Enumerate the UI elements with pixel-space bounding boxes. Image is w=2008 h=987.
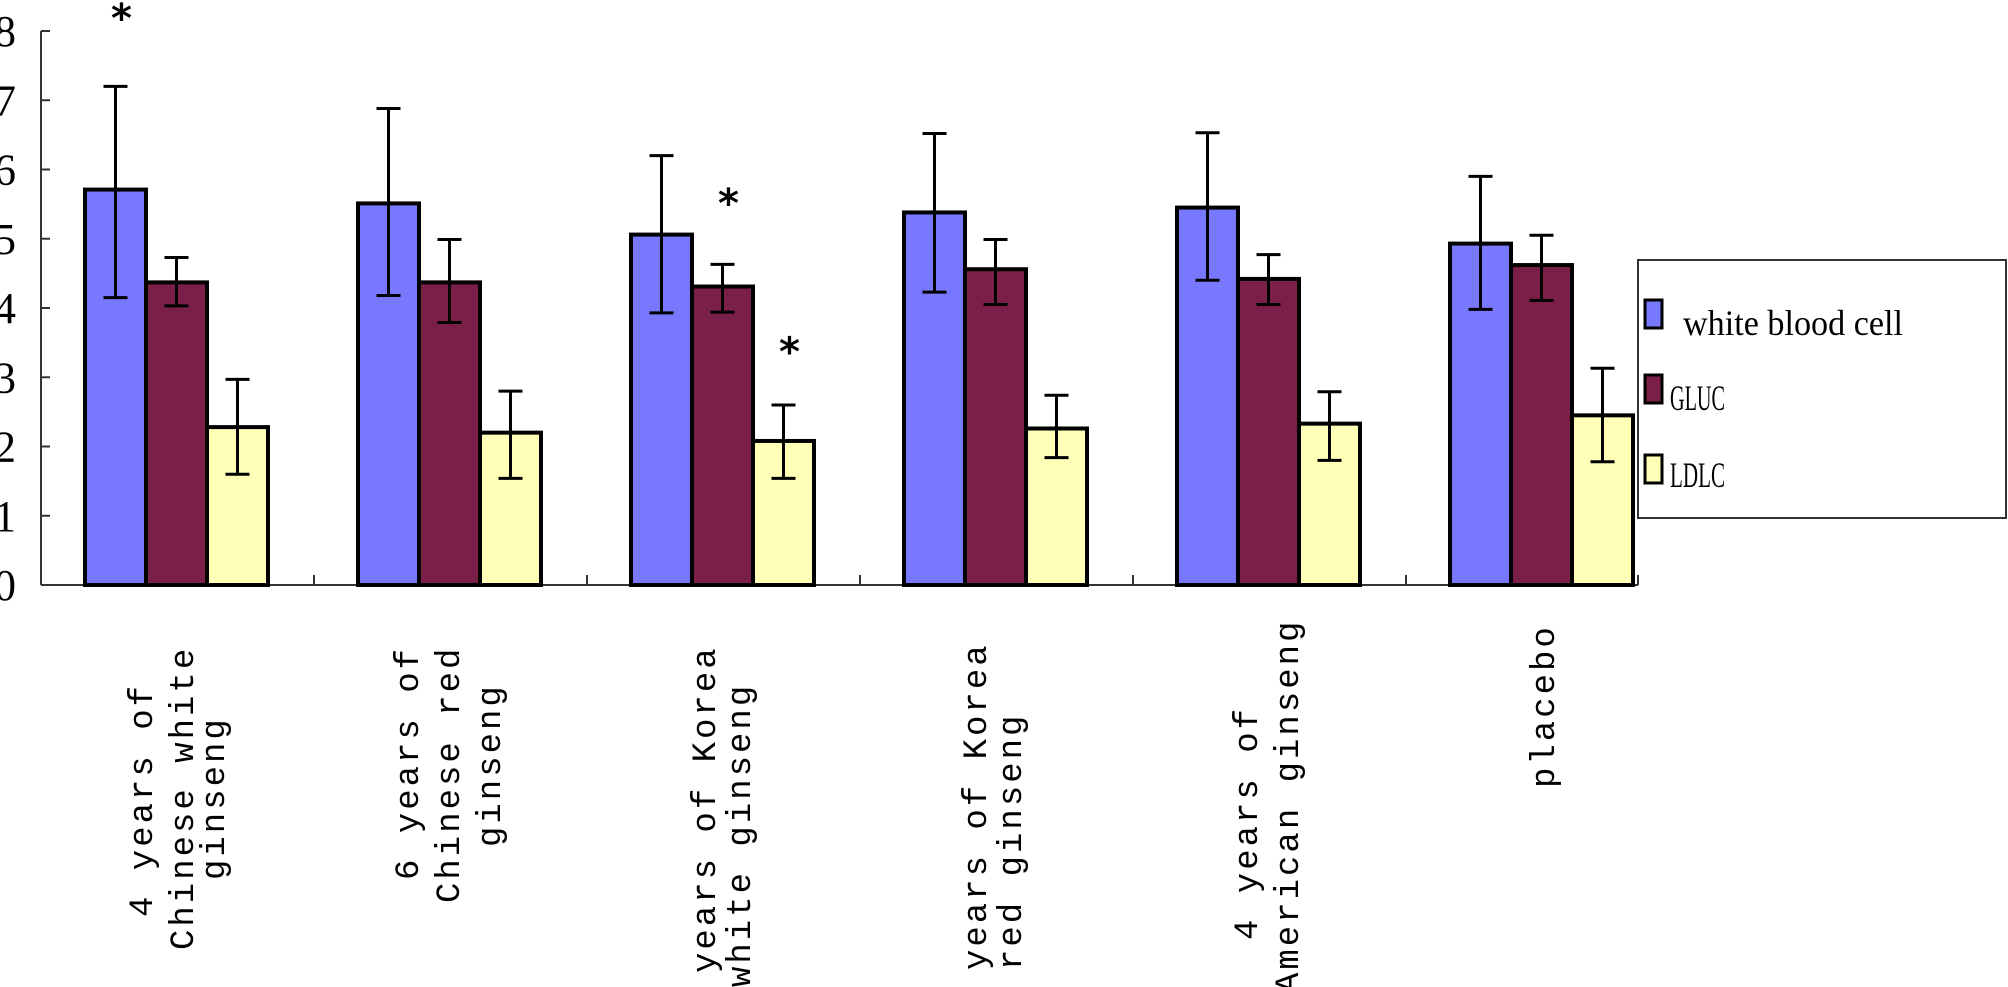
y-tick-label: 3 [0,353,16,402]
category-label: red ginseng [994,713,1032,970]
category-label: 6 years of [391,646,429,880]
category-label: ginseng [197,716,235,880]
y-tick-label: 1 [0,492,16,541]
axes: 0 1 2 3 4 5 6 7 8 [0,7,1639,610]
bar [417,280,482,587]
legend-label: white blood cell [1683,303,1903,343]
legend: white blood cell GLUC LDLC [1637,259,2007,519]
bars [83,187,1635,588]
category-label: American ginseng [1271,619,1309,987]
significance-markers: * * * [111,0,800,375]
category-label: 4 years of [1230,706,1268,940]
category-label: Chinese white [166,646,204,950]
bar [144,280,209,587]
category-label: years of Korea [688,645,726,973]
y-tick-label: 2 [0,423,16,472]
legend-swatch [1643,453,1664,485]
bar [1509,263,1574,587]
category-label: 4 years of [125,683,163,917]
y-tick-label: 8 [0,7,16,56]
y-tick-label: 6 [0,146,16,195]
category-label: white ginseng [723,683,761,987]
y-tick-label: 5 [0,215,16,264]
bar [690,284,755,587]
error-bars [103,84,1615,480]
legend-swatch [1643,298,1664,330]
significance-asterisk: * [779,329,800,375]
y-tick-label: 4 [0,284,16,333]
category-label: placebo [1527,624,1565,788]
bar [963,267,1028,587]
significance-asterisk: * [111,0,132,42]
legend-swatch [1643,373,1664,405]
y-tick-label: 0 [0,561,16,610]
bar [1236,276,1301,587]
category-label: years of Korea [959,642,997,970]
legend-label: LDLC [1670,455,1725,495]
y-tick-label: 7 [0,76,16,125]
significance-asterisk: * [718,181,739,227]
category-label: Chinese red [432,646,470,903]
legend-box [1637,259,2007,519]
legend-label: GLUC [1670,378,1725,418]
category-label: ginseng [473,683,511,847]
